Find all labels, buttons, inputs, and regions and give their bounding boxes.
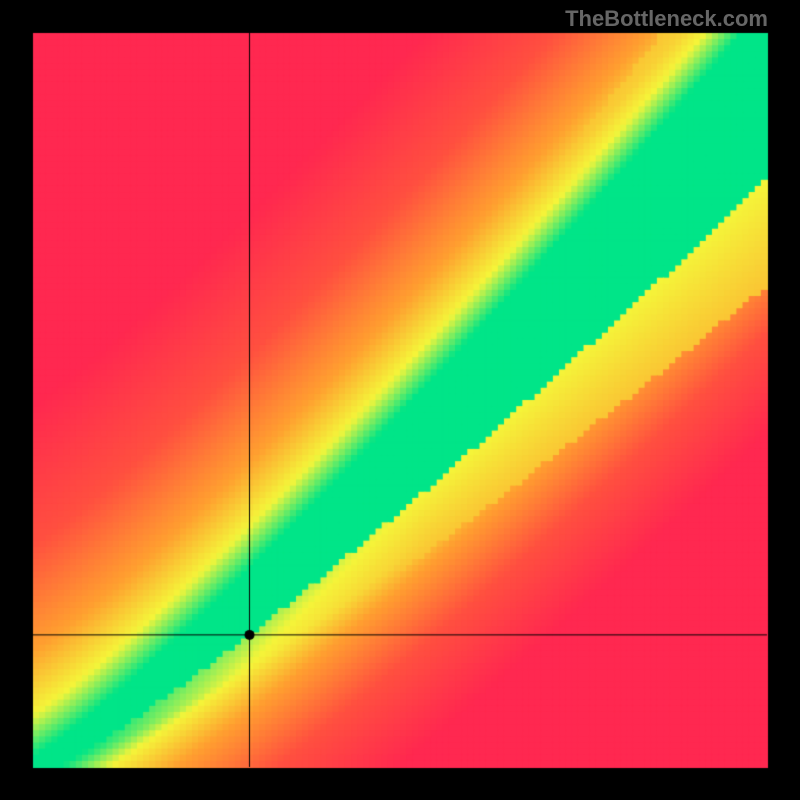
heatmap-canvas [0,0,800,800]
chart-container: TheBottleneck.com [0,0,800,800]
watermark-text: TheBottleneck.com [565,6,768,32]
